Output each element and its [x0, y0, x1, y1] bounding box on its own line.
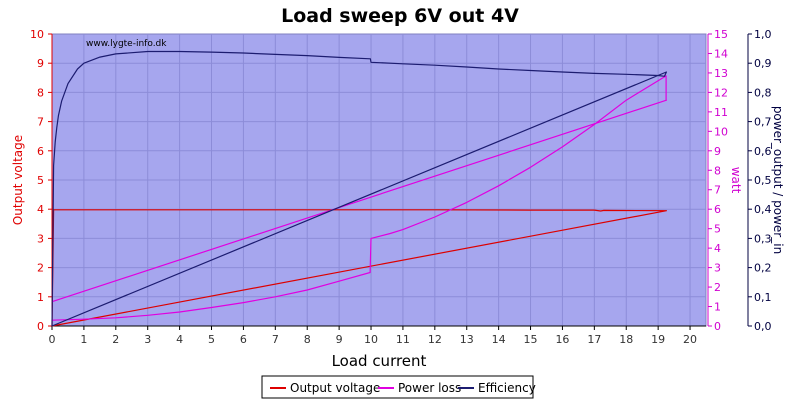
legend: Output voltage Power loss Efficiency	[261, 375, 536, 399]
bottom-axis-tick-label: 6	[240, 333, 247, 346]
left-axis-tick-label: 1	[37, 291, 44, 304]
right-axis-watt-tick-label: 7	[714, 184, 721, 197]
right-axis-efficiency-tick-label: 0,9	[754, 57, 772, 70]
right-axis-watt-tick-label: 9	[714, 145, 721, 158]
series-line-power-loss	[51, 75, 668, 321]
right-axis-efficiency-title: power_output / power_in	[771, 106, 785, 254]
right-axis-efficiency-tick-label: 0,4	[754, 203, 772, 216]
legend-box	[261, 375, 534, 399]
left-axis-tick-label: 3	[37, 232, 44, 245]
right-axis-efficiency: 0,0 0,1 0,2 0,3 0,4 0,5 0,6 0,7 0,8 0,9 1,0	[747, 28, 772, 333]
right-axis-watt-tick-label: 0	[714, 320, 721, 333]
right-axis-watt-tick-label: 8	[714, 164, 721, 177]
left-axis-tick-label: 6	[37, 145, 44, 158]
bottom-axis-tick-label: 1	[80, 333, 87, 346]
bottom-axis-tick-label: 5	[208, 333, 215, 346]
right-axis-efficiency-tick-label: 0,1	[754, 291, 772, 304]
right-axis-efficiency-tick-label: 1,0	[754, 28, 772, 41]
bottom-axis-tick-label: 17	[587, 333, 601, 346]
grid-lines	[52, 34, 706, 326]
right-axis-watt-tick-label: 15	[714, 28, 728, 41]
right-axis-watt-tick-label: 2	[714, 281, 721, 294]
bottom-axis-tick-label: 19	[651, 333, 665, 346]
series-line-efficiency	[51, 50, 668, 327]
right-axis-efficiency-tick-label: 0,6	[754, 145, 772, 158]
left-axis: 0 1 2 3 4 5 6 7 8 9 10	[30, 28, 53, 333]
bottom-axis-tick-label: 2	[112, 333, 119, 346]
legend-label-output-voltage: Output voltage	[290, 381, 380, 395]
right-axis-efficiency-tick-label: 0,2	[754, 262, 772, 275]
chart-title: Load sweep 6V out 4V	[281, 5, 519, 27]
bottom-axis-tick-label: 0	[49, 333, 56, 346]
bottom-axis-tick-label: 10	[364, 333, 378, 346]
bottom-axis-tick-label: 8	[304, 333, 311, 346]
bottom-axis-tick-label: 9	[336, 333, 343, 346]
bottom-axis-tick-label: 12	[428, 333, 442, 346]
right-axis-watt-tick-label: 14	[714, 47, 728, 60]
right-axis-watt-tick-label: 11	[714, 106, 728, 119]
series-line-output-voltage	[51, 209, 668, 327]
left-axis-tick-label: 5	[37, 174, 44, 187]
legend-label-power-loss: Power loss	[398, 381, 461, 395]
bottom-axis-tick-label: 20	[683, 333, 697, 346]
left-axis-tick-label: 10	[30, 28, 44, 41]
x-axis-title: Load current	[332, 352, 427, 370]
right-axis-watt-tick-label: 6	[714, 203, 721, 216]
right-axis-efficiency-tick-label: 0,8	[754, 86, 772, 99]
bottom-axis: 0 1 2 3 4 5 6 7 8 9 10 11 12 13 14 15 16 17 18 19 20	[49, 325, 706, 346]
right-axis-watt-tick-label: 5	[714, 223, 721, 236]
series-layer	[51, 50, 668, 327]
bottom-axis-tick-label: 14	[492, 333, 506, 346]
bottom-axis-tick-label: 7	[272, 333, 279, 346]
right-axis-watt-tick-label: 13	[714, 67, 728, 80]
right-axis-efficiency-tick-label: 0,7	[754, 116, 772, 129]
left-axis-tick-label: 2	[37, 262, 44, 275]
left-axis-tick-label: 0	[37, 320, 44, 333]
right-axis-watt-tick-label: 4	[714, 242, 721, 255]
right-axis-watt-tick-label: 10	[714, 125, 728, 138]
bottom-axis-tick-label: 3	[144, 333, 151, 346]
bottom-axis-tick-label: 18	[619, 333, 633, 346]
left-axis-title: Output voltage	[11, 135, 25, 225]
right-axis-watt-tick-label: 12	[714, 86, 728, 99]
left-axis-tick-label: 4	[37, 203, 44, 216]
right-axis-efficiency-tick-label: 0,3	[754, 232, 772, 245]
right-axis-watt-tick-label: 3	[714, 262, 721, 275]
right-axis-watt-title: watt	[729, 167, 743, 194]
right-axis-efficiency-tick-label: 0,5	[754, 174, 772, 187]
left-axis-tick-label: 9	[37, 57, 44, 70]
legend-label-efficiency: Efficiency	[478, 381, 536, 395]
right-axis-watt-tick-label: 1	[714, 301, 721, 314]
bottom-axis-tick-label: 11	[396, 333, 410, 346]
bottom-axis-tick-label: 16	[555, 333, 569, 346]
left-axis-tick-label: 7	[37, 116, 44, 129]
right-axis-efficiency-tick-label: 0,0	[754, 320, 772, 333]
bottom-axis-tick-label: 13	[460, 333, 474, 346]
bottom-axis-tick-label: 4	[176, 333, 183, 346]
watermark-text: www.lygte-info.dk	[86, 39, 167, 49]
bottom-axis-tick-label: 15	[524, 333, 538, 346]
left-axis-tick-label: 8	[37, 86, 44, 99]
